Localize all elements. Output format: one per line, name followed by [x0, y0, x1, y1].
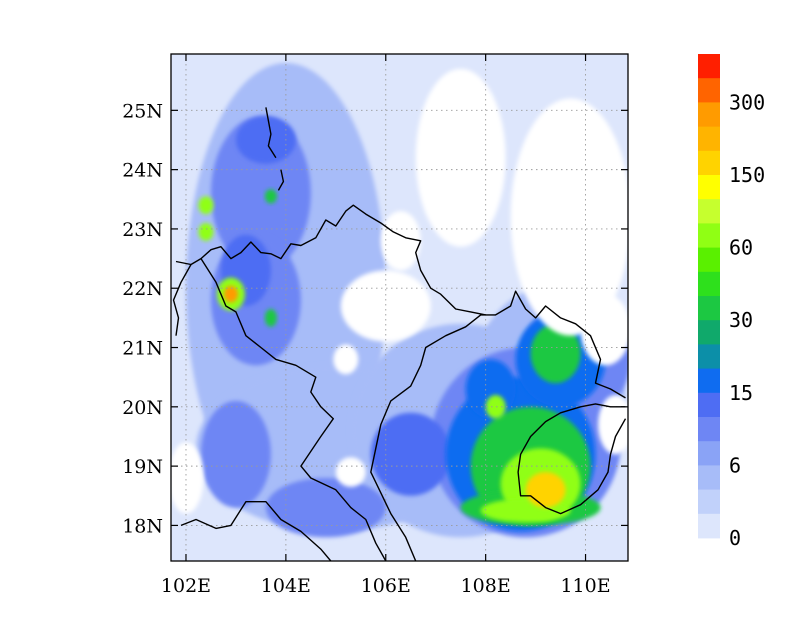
- longitude-axis: 102E 104E 106E 108E 110E: [161, 54, 611, 597]
- lon-tick-label: 108E: [461, 575, 511, 597]
- coastline: [265, 107, 277, 159]
- colorbar-swatch: [698, 417, 720, 442]
- colorbar-label: 15: [729, 381, 753, 405]
- lat-tick-label: 19N: [122, 456, 163, 478]
- field-contour-level-6: [198, 223, 214, 241]
- lon-tick-label: 102E: [161, 575, 211, 597]
- lon-tick-label: 110E: [560, 575, 610, 597]
- blank-patch: [340, 270, 431, 342]
- country-border-line: [172, 264, 192, 336]
- colorbar-swatch: [698, 320, 720, 345]
- colorbar-swatch: [698, 441, 720, 466]
- field-contour-level-8: [223, 285, 238, 303]
- colorbar-label: 60: [729, 236, 753, 260]
- coastlines: [265, 107, 627, 561]
- field-contour-level-3: [235, 116, 296, 164]
- colorbar-swatch: [698, 489, 720, 515]
- colorbar-swatch: [698, 247, 720, 273]
- colorbar-swatch: [698, 465, 720, 490]
- coastline: [370, 290, 626, 561]
- country-border-line: [200, 258, 387, 561]
- lon-tick-label: 104E: [261, 575, 311, 597]
- blank-patch: [380, 211, 421, 271]
- blank-patch: [510, 98, 628, 336]
- field-contour-level-3: [370, 412, 451, 496]
- blank-patch: [415, 68, 506, 247]
- lat-tick-label: 23N: [122, 219, 163, 241]
- colorbar-swatch: [698, 271, 720, 297]
- blank-patch: [335, 457, 366, 487]
- colorbar-swatch: [698, 368, 720, 394]
- field-contour-level-5: [264, 189, 277, 204]
- field-contour-level-5: [530, 323, 581, 384]
- colorbar-label: 150: [729, 163, 765, 187]
- map-frame: [170, 53, 629, 562]
- no-data-patches: [171, 68, 628, 514]
- colorbar-swatch: [698, 199, 720, 224]
- lat-tick-label: 25N: [122, 100, 163, 122]
- blank-patch: [598, 394, 628, 455]
- colorbar-label: 30: [729, 308, 753, 332]
- field-contour-level-6: [485, 394, 506, 419]
- lat-tick-label: 18N: [122, 515, 163, 537]
- field-contour-level-6: [198, 196, 214, 215]
- colorbar-label: 0: [729, 526, 741, 550]
- map-gridlines: [171, 54, 628, 561]
- colorbar-swatch: [698, 175, 720, 200]
- colorbar-label: 6: [729, 453, 741, 477]
- field-contour-level-7: [525, 472, 566, 508]
- colorbar-swatch: [698, 150, 720, 176]
- colorbar-swatch: [698, 126, 720, 152]
- colorbar-label: 300: [729, 90, 765, 114]
- country-border-line: [180, 501, 332, 561]
- colorbar-swatch: [698, 78, 720, 103]
- blank-patch: [171, 442, 204, 514]
- blank-patch: [333, 344, 359, 375]
- field-contour-level-5: [264, 308, 277, 327]
- country-borders: [172, 204, 486, 561]
- coastline: [517, 403, 627, 515]
- lat-tick-label: 20N: [122, 397, 163, 419]
- colorbar-swatch: [698, 54, 720, 79]
- field-contour-level-2: [265, 477, 386, 538]
- lat-tick-label: 21N: [122, 338, 163, 360]
- colorbar-swatch: [698, 344, 720, 369]
- lat-tick-label: 22N: [122, 278, 163, 300]
- country-border-line: [175, 204, 486, 316]
- colorbar-swatch: [698, 296, 720, 321]
- field-contour-level-2: [200, 400, 271, 508]
- colorbar-swatch: [698, 102, 720, 127]
- lat-tick-label: 24N: [122, 160, 163, 182]
- map-panel: 102E 104E 106E 108E 110E 18N 19N 20N 21N 22N 23N 2…: [122, 53, 629, 597]
- colorbar-swatch: [698, 392, 720, 418]
- colorbar-swatch: [698, 513, 720, 539]
- blank-patch: [580, 294, 628, 366]
- latitude-axis: 18N 19N 20N 21N 22N 23N 24N 25N: [122, 100, 628, 537]
- lon-tick-label: 106E: [361, 575, 411, 597]
- colorbar-swatch: [698, 223, 720, 248]
- coastline: [277, 169, 285, 191]
